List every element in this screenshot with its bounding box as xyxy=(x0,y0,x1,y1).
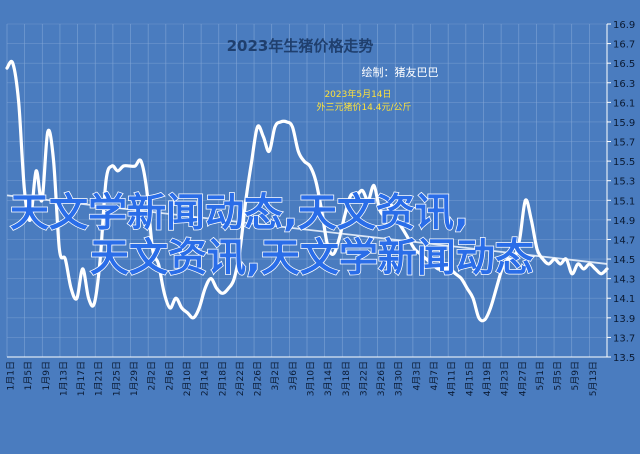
y-tick-label: 16.3 xyxy=(613,79,635,90)
x-tick-label: 3月6日 xyxy=(288,361,299,390)
y-tick-label: 14.3 xyxy=(613,275,635,286)
trend-line xyxy=(6,194,608,265)
x-tick-label: 1月1日 xyxy=(6,361,17,390)
x-tick-label: 3月22日 xyxy=(358,361,369,396)
x-tick-label: 1月21日 xyxy=(94,361,105,396)
y-tick-label: 14.5 xyxy=(613,255,635,266)
x-tick-label: 3月30日 xyxy=(394,361,405,396)
x-tick-label: 5月5日 xyxy=(553,361,564,390)
y-tick-label: 16.7 xyxy=(613,40,635,51)
x-tick-labels: 1月1日 1月5日 1月9日 1月13日 1月17日 1月21日 1月25日 1月29日 2月2… xyxy=(6,361,599,396)
x-tick-label: 1月13日 xyxy=(58,361,69,396)
axis-layer xyxy=(7,24,608,358)
x-tick-label: 4月23日 xyxy=(500,361,511,396)
x-tick-label: 1月9日 xyxy=(41,361,52,390)
annotation-price: 外三元猪价14.4元/公斤 xyxy=(316,101,411,113)
y-tick-label: 14.9 xyxy=(613,216,635,227)
x-tick-label: 3月2日 xyxy=(270,361,281,390)
x-tick-label: 2月6日 xyxy=(164,361,175,390)
x-tick-label: 1月29日 xyxy=(129,361,140,396)
chart-title: 2023年生猪价格走势 xyxy=(227,37,374,55)
y-tick-label: 16.9 xyxy=(613,20,635,31)
x-tick-label: 2月22日 xyxy=(235,361,246,396)
x-tick-label: 4月15日 xyxy=(464,361,475,396)
y-tick-label: 15.1 xyxy=(613,196,635,207)
x-tick-label: 1月25日 xyxy=(111,361,122,396)
x-tick-label: 2月26日 xyxy=(253,361,264,396)
y-tick-label: 14.7 xyxy=(613,235,635,246)
x-tick-label: 3月26日 xyxy=(376,361,387,396)
x-tick-label: 1月5日 xyxy=(23,361,34,390)
series-layer xyxy=(5,59,609,323)
y-tick-label: 15.5 xyxy=(613,157,635,168)
y-tick-label: 14.1 xyxy=(613,294,635,305)
trend-layer xyxy=(6,194,608,265)
x-tick-label: 5月1日 xyxy=(535,361,546,390)
x-tick-label: 4月11日 xyxy=(447,361,458,396)
chart-subtitle: 绘制：猪友巴巴 xyxy=(362,65,439,79)
x-tick-label: 2月14日 xyxy=(200,361,211,396)
y-tick-label: 15.3 xyxy=(613,177,635,188)
x-tick-label: 4月3日 xyxy=(411,361,422,390)
x-tick-label: 3月10日 xyxy=(306,361,317,396)
price-series-line xyxy=(5,59,609,323)
y-tick-label: 13.9 xyxy=(613,314,635,325)
x-tick-label: 1月17日 xyxy=(76,361,87,396)
x-tick-label: 3月14日 xyxy=(323,361,334,396)
y-tick-label: 13.7 xyxy=(613,333,635,344)
overlay-text-line2: 天文资讯,天文学新闻动态 xyxy=(90,236,534,281)
x-tick-label: 4月27日 xyxy=(517,361,528,396)
x-tick-label: 2月10日 xyxy=(182,361,193,396)
y-tick-label: 16.1 xyxy=(613,98,635,109)
y-tick-label: 15.7 xyxy=(613,138,635,149)
x-tick-label: 2月18日 xyxy=(217,361,228,396)
x-tick-label: 5月9日 xyxy=(570,361,581,390)
x-tick-label: 3月18日 xyxy=(341,361,352,396)
y-tick-label: 13.5 xyxy=(613,353,635,364)
x-tick-label: 4月7日 xyxy=(429,361,440,390)
annotation-date: 2023年5月14日 xyxy=(324,88,391,100)
x-tick-label: 2月2日 xyxy=(147,361,158,390)
x-tick-label: 4月19日 xyxy=(482,361,493,396)
y-tick-label: 16.5 xyxy=(613,59,635,70)
overlay-text-line1: 天文学新闻动态,天文资讯, xyxy=(10,191,469,236)
y-tick-label: 15.9 xyxy=(613,118,635,129)
x-tick-label: 5月13日 xyxy=(588,361,599,396)
y-tick-labels: 13.5 13.7 13.9 14.1 14.3 14.5 14.7 14.9 15.1 15.3… xyxy=(607,20,635,364)
